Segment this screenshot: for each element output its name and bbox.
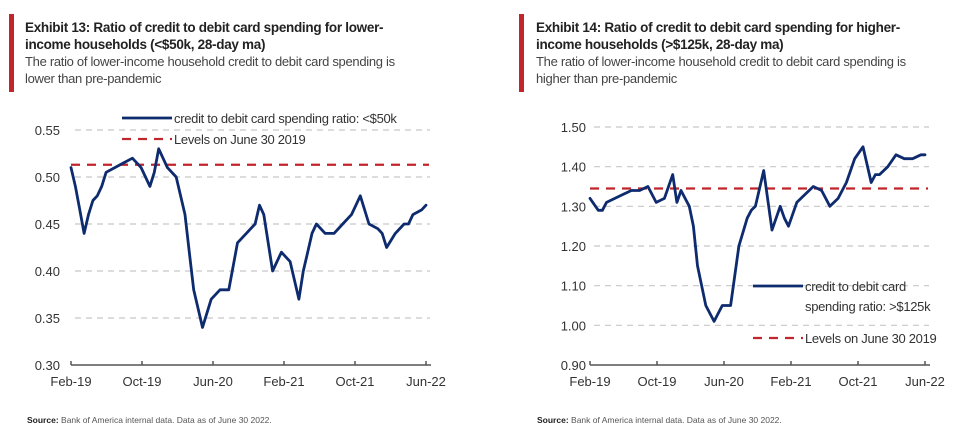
y-tick-label: 1.30 [561, 199, 586, 214]
legend-label-reference: Levels on June 30 2019 [805, 331, 937, 346]
x-tick-label: Oct-21 [335, 374, 374, 389]
y-tick-label: 0.35 [35, 311, 60, 326]
x-tick-label: Jun-22 [406, 374, 446, 389]
y-tick-label: 0.45 [35, 217, 60, 232]
subtitle-line-1: The ratio of lower-income household cred… [536, 54, 906, 69]
y-tick-label: 1.10 [561, 279, 586, 294]
chart-title: Exhibit 13: Ratio of credit to debit car… [25, 19, 384, 53]
subtitle-line-2: lower than pre-pandemic [25, 71, 162, 86]
y-tick-label: 1.40 [561, 160, 586, 175]
x-tick-label: Oct-21 [838, 374, 877, 389]
chart-subtitle: The ratio of lower-income household cred… [536, 53, 906, 87]
y-tick-label: 0.55 [35, 123, 60, 138]
x-tick-label: Jun-22 [905, 374, 945, 389]
legend-label-series-line-2: spending ratio: >$125k [805, 299, 931, 314]
y-tick-label: 1.20 [561, 239, 586, 254]
series-line [588, 145, 927, 323]
y-tick-label: 1.00 [561, 318, 586, 333]
source-note: Source: Bank of America internal data. D… [537, 415, 782, 425]
x-tick-label: Jun-20 [193, 374, 233, 389]
y-tick-label: 0.40 [35, 264, 60, 279]
x-tick-label: Feb-21 [770, 374, 811, 389]
legend-label-reference: Levels on June 30 2019 [174, 132, 306, 147]
accent-bar [9, 14, 14, 92]
source-note: Source: Bank of America internal data. D… [27, 415, 272, 425]
exhibit-14-panel: Exhibit 14: Ratio of credit to debit car… [477, 0, 954, 436]
chart-title: Exhibit 14: Ratio of credit to debit car… [536, 19, 900, 53]
title-line-2: income households (>$125k, 28-day ma) [536, 37, 784, 52]
series-line [69, 147, 428, 329]
x-tick-label: Feb-19 [50, 374, 91, 389]
source-label: Source: [537, 415, 569, 425]
title-line-2: income households (<$50k, 28-day ma) [25, 37, 266, 52]
source-text: Bank of America internal data. Data as o… [61, 415, 272, 425]
legend-label-series: credit to debit card spending ratio: <$5… [174, 111, 397, 126]
source-text: Bank of America internal data. Data as o… [571, 415, 782, 425]
exhibit-13-panel: Exhibit 13: Ratio of credit to debit car… [9, 14, 395, 425]
title-line-1: Exhibit 14: Ratio of credit to debit car… [536, 20, 900, 35]
x-tick-label: Feb-19 [569, 374, 610, 389]
y-tick-label: 0.90 [561, 358, 586, 373]
subtitle-line-1: The ratio of lower-income household cred… [25, 54, 395, 69]
y-tick-label: 0.30 [35, 358, 60, 373]
legend-label-series-line-1: credit to debit card [805, 279, 906, 294]
y-tick-label: 0.50 [35, 170, 60, 185]
accent-bar [519, 14, 524, 92]
x-tick-label: Feb-21 [263, 374, 304, 389]
x-tick-label: Oct-19 [637, 374, 676, 389]
chart-subtitle: The ratio of lower-income household cred… [25, 53, 395, 87]
subtitle-line-2: higher than pre-pandemic [536, 71, 677, 86]
source-label: Source: [27, 415, 59, 425]
title-line-1: Exhibit 13: Ratio of credit to debit car… [25, 20, 384, 35]
y-tick-label: 1.50 [561, 120, 586, 135]
x-tick-label: Jun-20 [704, 374, 744, 389]
x-tick-label: Oct-19 [122, 374, 161, 389]
